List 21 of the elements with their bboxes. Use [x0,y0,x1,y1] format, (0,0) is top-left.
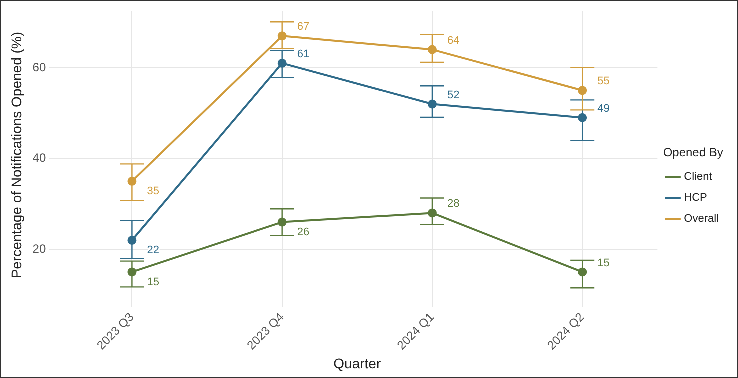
data-label: 35 [147,185,160,198]
data-label: 67 [297,21,310,34]
legend-title: Opened By [663,146,724,160]
y-axis-title: Percentage of Notifications Opened (%) [8,32,24,279]
y-tick-label: 20 [32,242,46,256]
data-label: 15 [598,257,610,270]
y-tick-label: 40 [32,151,46,166]
data-label: 28 [447,198,460,210]
legend-label: Overall [684,213,719,226]
legend-label: Client [684,171,712,184]
data-label: 61 [297,48,310,60]
data-label: 26 [297,226,310,238]
data-label: 52 [447,89,460,102]
data-label: 64 [447,34,460,47]
legend-label: HCP [684,192,708,204]
x-axis-title: Quarter [334,355,382,372]
data-label: 22 [147,244,160,256]
data-label: 55 [598,76,610,88]
data-label: 15 [147,276,160,288]
y-tick-label: 60 [32,60,46,74]
data-label: 49 [598,102,610,115]
